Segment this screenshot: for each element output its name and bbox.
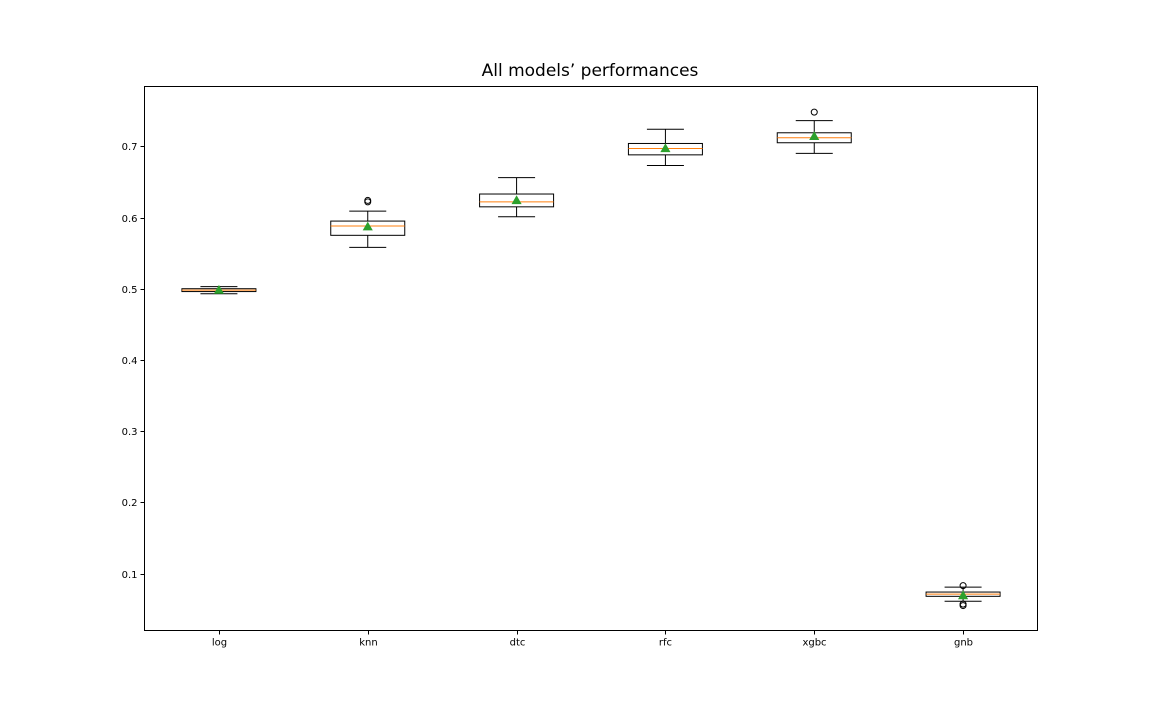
box-xgbc (776, 108, 852, 154)
y-tick-label: 0.3 (122, 427, 138, 438)
outlier-point (959, 602, 967, 610)
chart-title: All models’ performances (482, 61, 699, 81)
mean-marker (511, 195, 522, 205)
x-tick-label: knn (359, 638, 377, 649)
box-gnb (925, 582, 1001, 610)
outlier-point (364, 196, 372, 204)
iqr-box (330, 220, 406, 236)
x-tick-label: dtc (510, 638, 526, 649)
mean-marker (660, 143, 671, 153)
axes-frame (144, 86, 1038, 631)
y-tick-label: 0.6 (122, 214, 138, 225)
y-tick-label: 0.2 (122, 498, 138, 509)
x-axis: log knn dtc rfc xgbc gnb (212, 630, 973, 649)
y-tick-label: 0.4 (122, 356, 138, 367)
mean-marker (213, 284, 224, 294)
x-tick-label: gnb (954, 638, 973, 649)
y-axis: 0.1 0.2 0.3 0.4 0.5 0.6 0.7 (122, 142, 145, 581)
box-log (181, 284, 257, 295)
outlier-point (959, 582, 967, 590)
y-tick-label: 0.1 (122, 570, 138, 581)
y-tick-label: 0.7 (122, 142, 138, 153)
mean-marker (809, 131, 820, 140)
box-knn (330, 196, 406, 248)
mean-marker (362, 221, 373, 231)
x-tick-label: xgbc (802, 638, 826, 649)
mean-marker (958, 590, 969, 600)
outlier-point (810, 108, 818, 116)
boxes-group (181, 108, 1001, 610)
x-tick-label: rfc (659, 638, 672, 649)
iqr-box (479, 193, 555, 208)
y-tick-label: 0.5 (122, 285, 138, 296)
box-rfc (627, 128, 703, 167)
box-dtc (479, 177, 555, 218)
x-tick-label: log (212, 638, 227, 649)
